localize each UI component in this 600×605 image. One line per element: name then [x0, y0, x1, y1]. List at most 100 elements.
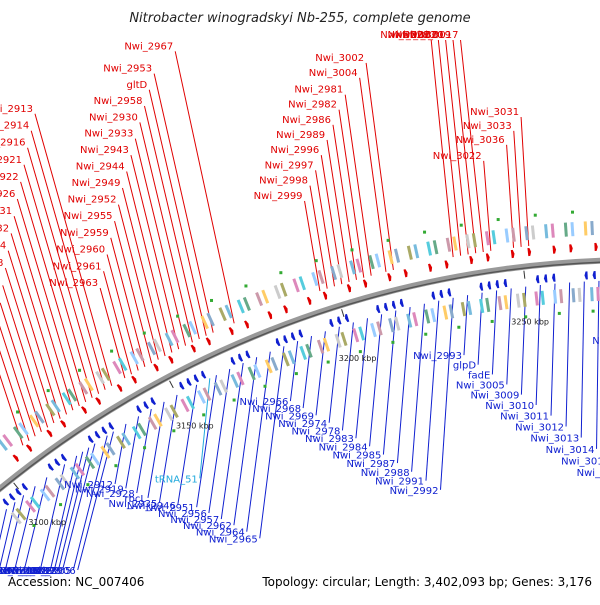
- plus-gene-label: Nwi_2938: [0, 258, 3, 269]
- minus-connector: [259, 346, 285, 539]
- minus-gene-arrow: [439, 289, 444, 299]
- plus-function-bar: [583, 221, 588, 236]
- plus-connector: [320, 155, 343, 285]
- minus-gene-label: rbcL: [124, 494, 146, 505]
- plus-function-bar: [152, 338, 162, 353]
- minus-gene-label: Nwi_3010: [485, 401, 534, 412]
- plus-connector: [110, 237, 146, 367]
- plus-gene-label: Nwi_2961: [53, 261, 102, 272]
- accession-text: Accession: NC_007406: [8, 575, 144, 589]
- minus-gene-arrow: [543, 274, 548, 283]
- plus-connector: [13, 216, 74, 411]
- marker-dot: [571, 210, 575, 214]
- minus-connector: [220, 362, 244, 520]
- minus-gene-arrow: [193, 374, 200, 383]
- plus-function-bar: [273, 284, 282, 300]
- plus-connector: [106, 254, 139, 371]
- plus-connector: [20, 181, 87, 403]
- marker-dot: [496, 218, 500, 222]
- minus-function-bar: [137, 422, 147, 437]
- minus-connector: [439, 297, 454, 490]
- plus-gene-label: Nwi_2949: [72, 178, 121, 189]
- plus-gene-label: Nwi_2916: [0, 138, 26, 149]
- gene-labels: Nwi_2948Nwi_2947Nwi_2945Nwi_2940Nwi_2939…: [0, 30, 600, 577]
- minus-gene-label: Nwi_3005: [456, 380, 505, 391]
- minus-gene-arrow: [391, 300, 397, 309]
- minus-connector: [196, 375, 217, 508]
- minus-function-bar: [264, 359, 273, 374]
- tick-label: 3250 kbp: [511, 317, 549, 326]
- plus-function-bar: [12, 426, 24, 440]
- plus-connector: [130, 154, 180, 350]
- minus-function-bar: [358, 326, 366, 341]
- plus-gene-arrow: [322, 291, 328, 300]
- minus-gene-arrow: [87, 435, 94, 443]
- plus-function-bar: [261, 289, 270, 304]
- minus-gene-arrow: [345, 313, 350, 323]
- minus-gene-label: fadE: [468, 370, 490, 381]
- plus-function-bar: [78, 381, 89, 395]
- minus-gene-arrow: [376, 304, 381, 314]
- minus-gene-arrow: [384, 302, 389, 311]
- plus-connector: [359, 77, 387, 272]
- plus-connector: [126, 171, 173, 353]
- minus-function-bar: [577, 287, 582, 302]
- plus-gene-label: Nwi_2959: [60, 228, 109, 239]
- minus-gene-label: Nwi_2983: [305, 434, 354, 445]
- plus-connector: [23, 164, 93, 398]
- minus-gene-label: glpD: [453, 361, 476, 372]
- plus-gene-arrow: [527, 247, 532, 257]
- minus-gene-label: Nwi_2888: [0, 566, 38, 577]
- marker-dot: [591, 309, 595, 313]
- marker-dot: [59, 503, 63, 507]
- marker-dot: [86, 483, 90, 487]
- minus-gene-arrow: [291, 332, 296, 341]
- plus-function-bar: [164, 332, 174, 347]
- minus-function-bar: [388, 318, 395, 333]
- minus-function-bar: [84, 455, 96, 470]
- minus-function-bar: [430, 307, 437, 323]
- marker-dot: [202, 413, 206, 417]
- plus-gene-label: Nwi_2922: [0, 172, 19, 183]
- minus-connector: [341, 322, 354, 431]
- plus-gene-label: Nwi_3022: [433, 151, 482, 162]
- marker-dot: [172, 429, 176, 433]
- plus-function-bar: [0, 438, 8, 451]
- minus-connector: [382, 310, 397, 455]
- backbone-shadow: [0, 261, 600, 492]
- minus-connector: [0, 509, 7, 541]
- minus-function-bar: [287, 350, 296, 365]
- minus-gene-arrow: [143, 401, 150, 409]
- plus-gene-arrow: [244, 320, 249, 329]
- plus-gene-label: Nwi_2953: [103, 64, 152, 75]
- minus-function-bar: [69, 466, 81, 480]
- plus-gene-arrow: [387, 273, 392, 282]
- marker-dot: [142, 331, 146, 335]
- minus-connector: [535, 285, 541, 406]
- minus-function-bar: [322, 337, 331, 352]
- marker-dot: [32, 523, 36, 527]
- plus-gene-arrow: [267, 311, 273, 320]
- minus-gene-label: Nwi_2991: [375, 477, 424, 488]
- plus-gene-label: Nwi_2955: [64, 211, 113, 222]
- marker-dot: [294, 372, 298, 376]
- marker-dot: [350, 248, 354, 252]
- minus-connector: [147, 401, 165, 498]
- tick-mark: [523, 270, 526, 279]
- plus-connector: [134, 138, 187, 346]
- minus-gene-arrow: [108, 421, 115, 430]
- minus-gene-arrow: [238, 353, 244, 362]
- plus-connector: [309, 185, 328, 289]
- plus-connector: [0, 350, 30, 441]
- plus-connector: [117, 204, 159, 360]
- plus-connector: [174, 51, 235, 324]
- minus-function-bar: [230, 373, 240, 388]
- plus-gene-label: Nwi_2926: [0, 189, 15, 200]
- minus-gene-label: Nwi_2969: [265, 411, 314, 422]
- plus-function-bar: [218, 307, 227, 322]
- plus-gene-label: Nwi_3028: [380, 30, 429, 41]
- plus-connector: [153, 73, 214, 333]
- minus-gene-arrow: [487, 281, 492, 290]
